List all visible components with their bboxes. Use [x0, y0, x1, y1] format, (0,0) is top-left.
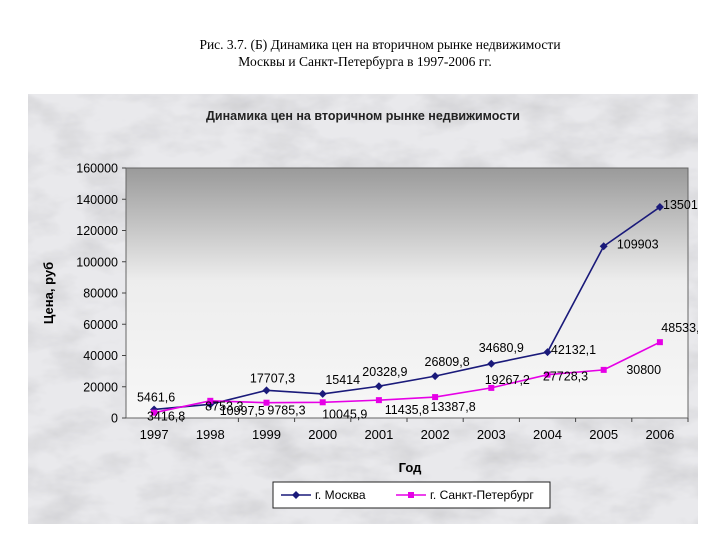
x-axis-label: Год — [399, 460, 422, 475]
data-label-moscow: 5461,6 — [137, 390, 175, 404]
x-tick-label: 1998 — [196, 427, 225, 442]
line-chart: Динамика цен на вторичном рынке недвижим… — [28, 94, 698, 524]
legend-label-spb: г. Санкт-Петербург — [430, 488, 534, 502]
series-markers — [150, 203, 664, 416]
x-tick-label: 2005 — [589, 427, 618, 442]
x-tick-label: 2001 — [364, 427, 393, 442]
y-tick-label: 140000 — [76, 193, 118, 207]
data-label-spb: 10997,5 — [220, 404, 265, 418]
data-label-moscow: 8753,3 — [205, 399, 243, 413]
legend: г. Москва г. Санкт-Петербург — [272, 481, 551, 509]
data-label-moscow: 42132,1 — [551, 343, 596, 357]
x-axis-ticks: 1997 1998 1999 2000 2001 2002 2003 2004 2005 2006 — [140, 418, 689, 442]
caption-line-1: Рис. 3.7. (Б) Динамика цен на вторичном … — [199, 37, 561, 52]
figure-caption: Рис. 3.7. (Б) Динамика цен на вторичном … — [0, 36, 720, 70]
data-point-spb — [600, 366, 607, 373]
data-label-spb: 9785,3 — [267, 404, 305, 418]
y-tick-label: 80000 — [83, 287, 118, 301]
data-point-spb — [544, 371, 551, 378]
data-label-spb: 13387,8 — [431, 400, 476, 414]
data-point-spb — [656, 339, 663, 346]
data-point-moscow — [487, 359, 496, 368]
data-point-spb — [319, 399, 326, 406]
data-point-spb — [432, 394, 439, 401]
data-label-moscow: 34680,9 — [479, 341, 524, 355]
data-label-spb: 30800 — [626, 363, 661, 377]
data-label-spb: 27728,3 — [543, 370, 588, 384]
chart-title: Динамика цен на вторичном рынке недвижим… — [206, 109, 520, 123]
data-label-moscow: 15414 — [325, 373, 360, 387]
y-tick-label: 120000 — [76, 224, 118, 238]
plot-area — [125, 167, 689, 419]
x-tick-label: 1997 — [140, 427, 169, 442]
x-tick-label: 2004 — [533, 427, 562, 442]
y-tick-label: 60000 — [83, 318, 118, 332]
data-label-moscow: 135016 — [663, 198, 698, 212]
x-tick-label: 2006 — [645, 427, 674, 442]
y-tick-label: 0 — [111, 412, 118, 426]
data-label-moscow: 17707,3 — [250, 371, 295, 385]
data-point-moscow — [599, 242, 608, 251]
data-point-spb — [488, 384, 495, 391]
series-line-spb — [153, 341, 661, 414]
data-point-moscow — [262, 386, 271, 395]
y-tick-label: 100000 — [76, 255, 118, 269]
series-lines — [153, 206, 661, 414]
caption-line-2: Москвы и Санкт-Петербурга в 1997-2006 гг… — [238, 54, 492, 69]
x-tick-label: 1999 — [252, 427, 281, 442]
data-label-spb: 11435,8 — [385, 403, 429, 417]
data-point-spb — [263, 399, 270, 406]
data-point-moscow — [655, 203, 664, 212]
y-tick-label: 160000 — [76, 162, 118, 176]
x-tick-label: 2002 — [421, 427, 450, 442]
x-tick-label: 2000 — [308, 427, 337, 442]
legend-marker-moscow — [292, 491, 300, 499]
data-point-spb — [151, 409, 158, 416]
y-tick-label: 20000 — [83, 380, 118, 394]
data-label-spb: 10045,9 — [322, 407, 367, 421]
data-point-moscow — [431, 372, 440, 381]
data-point-moscow — [543, 348, 552, 357]
data-point-moscow — [318, 389, 327, 398]
data-label-spb: 3416,8 — [147, 410, 185, 424]
legend-marker-spb — [408, 492, 414, 498]
y-tick-label: 40000 — [83, 349, 118, 363]
legend-label-moscow: г. Москва — [315, 488, 366, 502]
data-label-spb: 48533,3 — [661, 321, 698, 335]
series-line-moscow — [154, 206, 661, 411]
x-tick-label: 2003 — [477, 427, 506, 442]
data-point-spb — [207, 397, 214, 404]
y-axis-label: Цена, руб — [41, 262, 56, 324]
data-point-spb — [375, 397, 382, 404]
data-point-moscow — [374, 382, 383, 391]
data-label-spb: 19267,2 — [485, 373, 530, 387]
y-axis-ticks: 0 20000 40000 60000 80000 100000 120000 140000 1… — [76, 162, 126, 426]
data-label-moscow: 20328,9 — [362, 365, 407, 379]
data-label-moscow: 26809,8 — [425, 355, 470, 369]
data-label-moscow: 109903 — [617, 237, 659, 251]
